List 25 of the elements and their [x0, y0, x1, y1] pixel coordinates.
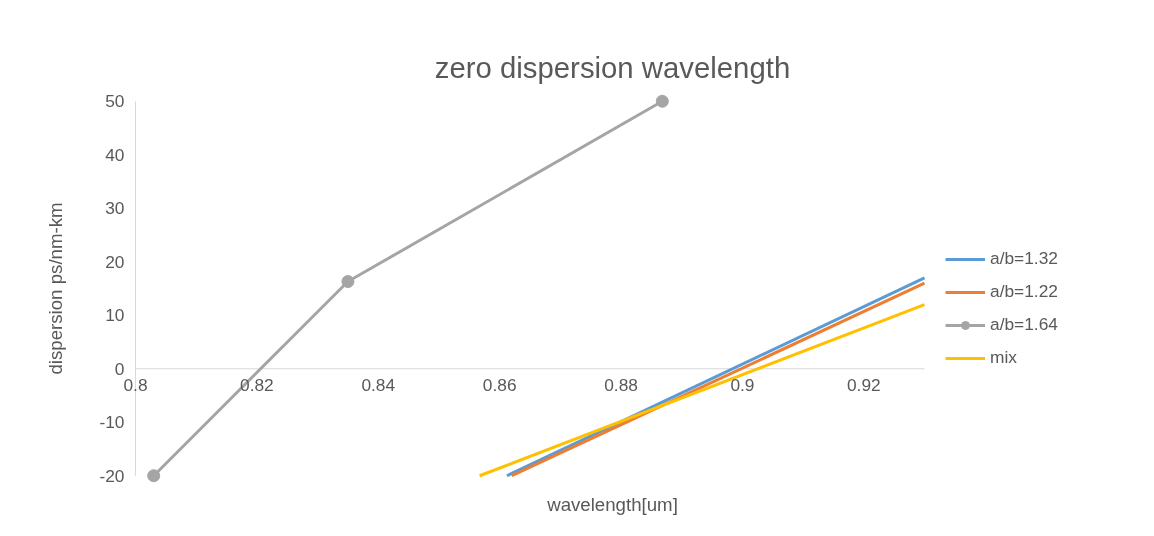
x-tick-label: 0.9: [730, 374, 755, 395]
legend-label: a/b=1.32: [990, 248, 1058, 269]
legend-label: a/b=1.64: [990, 314, 1058, 335]
y-tick-label: 30: [105, 198, 125, 219]
y-tick-label: 50: [105, 91, 125, 112]
legend-label: a/b=1.22: [990, 281, 1058, 302]
x-tick-label: 0.86: [482, 374, 517, 395]
y-tick-label: -20: [99, 465, 125, 486]
x-tick-label: 0.8: [123, 374, 148, 395]
x-tick-label: 0.88: [604, 374, 638, 395]
y-tick-label: 20: [105, 251, 125, 272]
point: [147, 469, 161, 483]
y-tick-label: -10: [99, 412, 125, 433]
y-axis-title: dispersion ps/nm-km: [44, 202, 66, 375]
point: [341, 275, 355, 289]
x-tick-label: 0.84: [361, 374, 396, 395]
y-tick-label: 0: [114, 358, 125, 379]
x-tick-label: 0.92: [846, 374, 881, 395]
y-tick-label: 10: [105, 305, 125, 326]
x-tick-label: 0.82: [240, 374, 274, 395]
legend-label: mix: [990, 347, 1017, 368]
x-axis-title: wavelength[um]: [546, 493, 678, 515]
chart-title: zero dispersion wavelength: [434, 50, 791, 84]
y-tick-label: 40: [105, 144, 125, 165]
point: [655, 94, 669, 108]
